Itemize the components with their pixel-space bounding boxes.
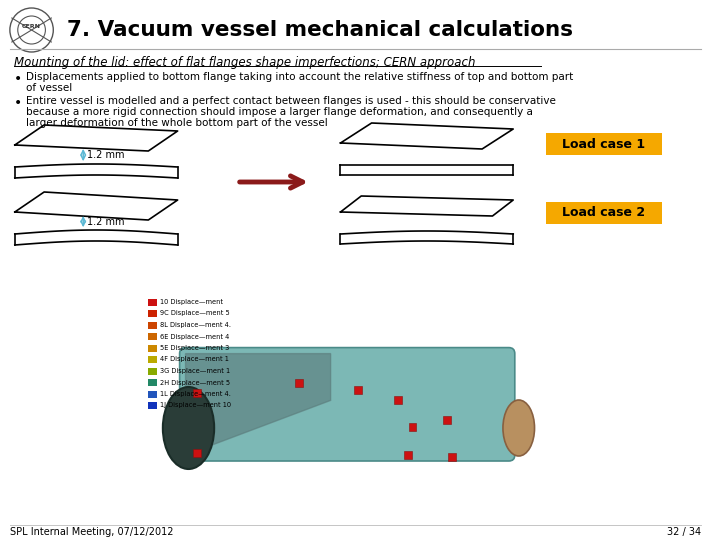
Bar [408, 423, 416, 431]
Text: CERN: CERN [22, 24, 41, 29]
Text: because a more rigid connection should impose a larger flange deformation, and c: because a more rigid connection should i… [26, 107, 533, 117]
Bar [448, 453, 456, 461]
Text: 10 Displace—ment: 10 Displace—ment [160, 299, 223, 305]
Text: 1J Displace—ment 10: 1J Displace—ment 10 [160, 402, 231, 408]
Bar [148, 310, 157, 317]
Text: SPL Internal Meeting, 07/12/2012: SPL Internal Meeting, 07/12/2012 [10, 527, 174, 537]
Bar [148, 379, 157, 386]
Bar [194, 389, 202, 397]
Bar [148, 345, 157, 352]
Text: of vessel: of vessel [26, 83, 72, 93]
Text: Load case 2: Load case 2 [562, 206, 646, 219]
Text: 32 / 34: 32 / 34 [667, 527, 701, 537]
Bar [148, 402, 157, 409]
Bar [404, 451, 412, 459]
Text: Entire vessel is modelled and a perfect contact between flanges is used - this s: Entire vessel is modelled and a perfect … [26, 96, 556, 106]
FancyBboxPatch shape [546, 202, 662, 224]
Text: •: • [14, 72, 22, 86]
Bar [148, 368, 157, 375]
Text: 6E Displace—ment 4: 6E Displace—ment 4 [160, 334, 229, 340]
Ellipse shape [503, 400, 534, 456]
Text: 1.2 mm: 1.2 mm [87, 150, 125, 160]
Bar [148, 321, 157, 328]
Bar [295, 379, 303, 387]
Text: 2H Displace—ment 5: 2H Displace—ment 5 [160, 380, 230, 386]
Text: Load case 1: Load case 1 [562, 138, 646, 151]
Bar [354, 386, 362, 394]
Bar [394, 396, 402, 404]
Ellipse shape [163, 387, 214, 469]
Text: 7. Vacuum vessel mechanical calculations: 7. Vacuum vessel mechanical calculations [67, 20, 573, 40]
Bar [443, 416, 451, 424]
Text: 8L Displace—ment 4.: 8L Displace—ment 4. [160, 322, 231, 328]
Text: 5E Displace—ment 3: 5E Displace—ment 3 [160, 345, 229, 351]
FancyBboxPatch shape [179, 348, 515, 461]
Bar [148, 390, 157, 397]
Bar [148, 333, 157, 340]
Text: 1L Displace—ment 4.: 1L Displace—ment 4. [160, 391, 231, 397]
Bar [194, 449, 202, 457]
Text: 1.2 mm: 1.2 mm [87, 217, 125, 227]
FancyBboxPatch shape [546, 133, 662, 155]
Text: •: • [14, 96, 22, 110]
Text: Displacements applied to bottom flange taking into account the relative stiffnes: Displacements applied to bottom flange t… [26, 72, 573, 82]
Polygon shape [186, 354, 330, 455]
Bar [148, 356, 157, 363]
Bar [148, 299, 157, 306]
Text: larger deformation of the whole bottom part of the vessel: larger deformation of the whole bottom p… [26, 118, 328, 128]
Text: 9C Displace—ment 5: 9C Displace—ment 5 [160, 310, 230, 316]
Text: 4F Displace—ment 1: 4F Displace—ment 1 [160, 356, 229, 362]
Text: 3G Displace—ment 1: 3G Displace—ment 1 [160, 368, 230, 374]
Text: Mounting of the lid: effect of flat flanges shape imperfections; CERN approach: Mounting of the lid: effect of flat flan… [14, 56, 475, 69]
